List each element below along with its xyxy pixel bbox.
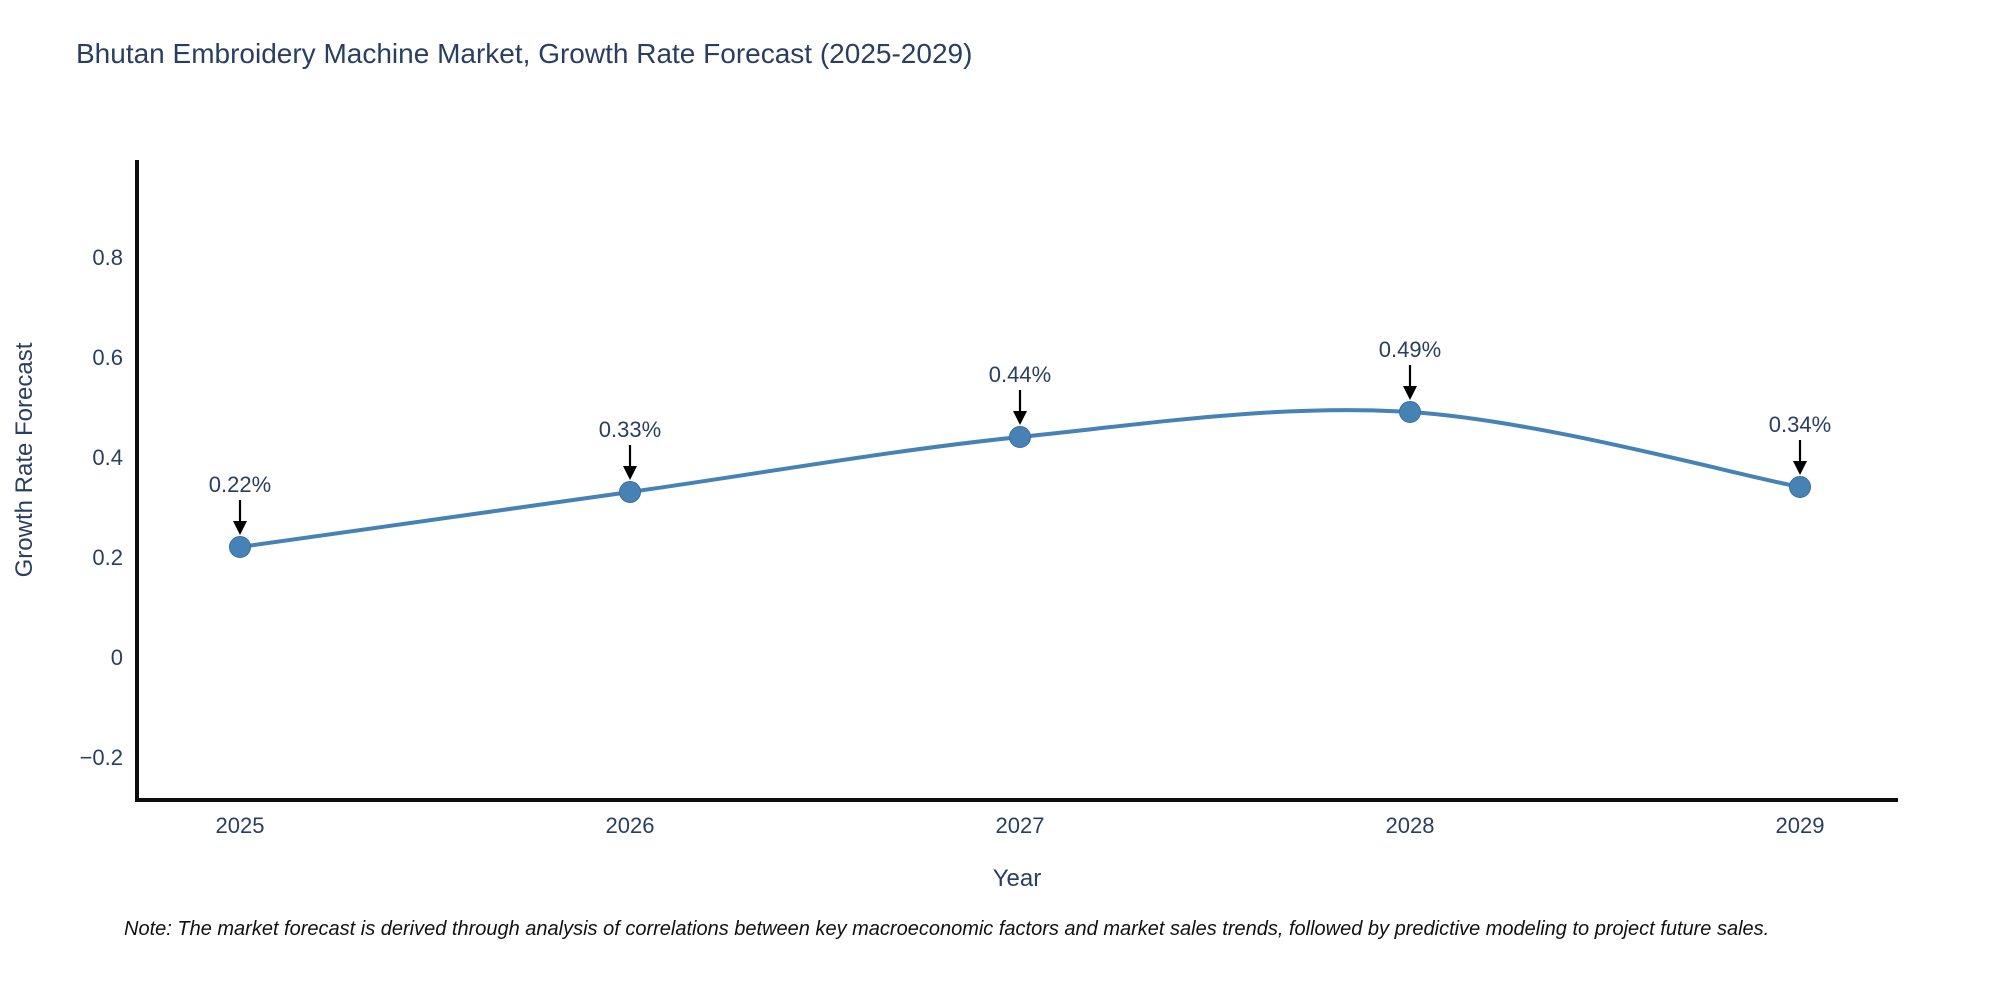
annotation-arrowhead xyxy=(1013,411,1027,425)
data-point xyxy=(1009,426,1031,448)
data-point-label: 0.49% xyxy=(1379,337,1441,362)
annotation-arrowhead xyxy=(1403,386,1417,400)
x-tick-label: 2028 xyxy=(1386,813,1435,838)
y-tick-label: −0.2 xyxy=(80,745,123,770)
x-tick-label: 2029 xyxy=(1776,813,1825,838)
x-tick-label: 2026 xyxy=(606,813,655,838)
y-axis-title: Growth Rate Forecast xyxy=(11,342,38,577)
annotation-arrowhead xyxy=(233,521,247,535)
data-point xyxy=(1399,401,1421,423)
x-axis-title: Year xyxy=(993,865,1042,892)
footnote: Note: The market forecast is derived thr… xyxy=(124,918,1770,940)
y-tick-label: 0.2 xyxy=(92,545,123,570)
data-point xyxy=(229,536,251,558)
data-point xyxy=(1789,476,1811,498)
annotation-arrowhead xyxy=(1793,461,1807,475)
x-tick-label: 2027 xyxy=(996,813,1045,838)
y-tick-label: 0.8 xyxy=(92,245,123,270)
data-point-label: 0.22% xyxy=(209,472,271,497)
chart-title: Bhutan Embroidery Machine Market, Growth… xyxy=(76,38,973,69)
data-point-label: 0.34% xyxy=(1769,412,1831,437)
x-tick-label: 2025 xyxy=(216,813,265,838)
y-tick-label: 0 xyxy=(111,645,123,670)
annotation-arrowhead xyxy=(623,466,637,480)
y-tick-label: 0.4 xyxy=(92,445,123,470)
data-point-label: 0.33% xyxy=(599,417,661,442)
data-point xyxy=(619,481,641,503)
y-tick-label: 0.6 xyxy=(92,345,123,370)
data-point-label: 0.44% xyxy=(989,362,1051,387)
